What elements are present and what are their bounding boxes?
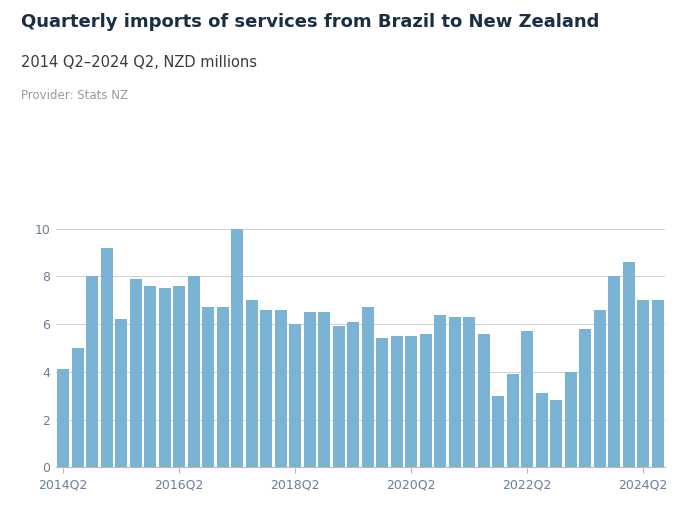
Bar <box>362 307 374 467</box>
Bar <box>507 374 519 467</box>
Bar <box>347 322 359 467</box>
Bar <box>449 317 461 467</box>
Bar <box>159 288 171 467</box>
Bar <box>608 276 620 467</box>
Text: Quarterly imports of services from Brazil to New Zealand: Quarterly imports of services from Brazi… <box>21 13 599 31</box>
Text: figure.nz: figure.nz <box>580 15 664 32</box>
Bar <box>115 319 127 467</box>
Bar <box>216 307 229 467</box>
Bar <box>463 317 475 467</box>
Bar <box>376 339 389 467</box>
Bar <box>289 324 302 467</box>
Bar <box>565 372 577 467</box>
Bar <box>536 393 548 467</box>
Bar <box>419 333 432 467</box>
Bar <box>405 336 417 467</box>
Bar <box>246 300 258 467</box>
Bar <box>202 307 214 467</box>
Bar <box>622 262 635 467</box>
Bar <box>86 276 99 467</box>
Bar <box>130 279 142 467</box>
Bar <box>492 396 505 467</box>
Bar <box>274 310 287 467</box>
Bar <box>188 276 200 467</box>
Bar <box>550 401 562 467</box>
Bar <box>594 310 606 467</box>
Bar <box>304 312 316 467</box>
Bar <box>579 329 592 467</box>
Bar <box>637 300 650 467</box>
Bar <box>260 310 272 467</box>
Bar <box>652 300 664 467</box>
Text: 2014 Q2–2024 Q2, NZD millions: 2014 Q2–2024 Q2, NZD millions <box>21 55 257 70</box>
Bar <box>521 331 533 467</box>
Bar <box>391 336 403 467</box>
Bar <box>231 228 244 467</box>
Bar <box>144 286 156 467</box>
Bar <box>57 370 69 467</box>
Bar <box>318 312 330 467</box>
Bar <box>173 286 186 467</box>
Bar <box>71 348 84 467</box>
Bar <box>477 333 490 467</box>
Bar <box>101 248 113 467</box>
Bar <box>434 314 447 467</box>
Bar <box>332 327 345 467</box>
Text: Provider: Stats NZ: Provider: Stats NZ <box>21 89 128 102</box>
